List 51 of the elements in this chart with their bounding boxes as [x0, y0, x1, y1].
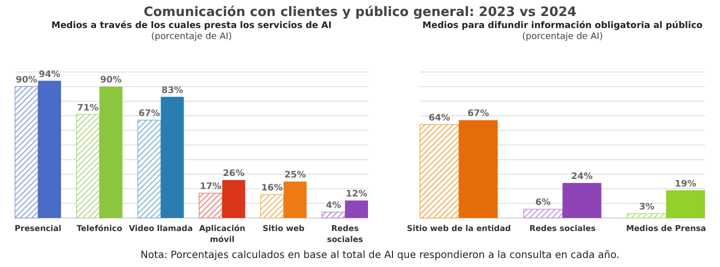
bar [626, 213, 667, 218]
data-label: 26% [222, 169, 244, 180]
bar [666, 190, 705, 218]
chart-subtitle: (porcentaje de AI) [151, 32, 232, 42]
bar [198, 192, 223, 218]
data-label: 19% [674, 179, 696, 190]
x-tick-label: Medios de Prensa [626, 224, 706, 233]
x-tick-label: Redes sociales [529, 224, 596, 233]
data-label: 83% [162, 86, 184, 96]
x-tick-label: Presencial [14, 224, 62, 233]
data-label: 25% [284, 170, 306, 180]
chart-subtitle: (porcentaje de AI) [522, 32, 603, 42]
bar [260, 194, 284, 218]
bar [99, 86, 122, 218]
data-label: 24% [571, 172, 593, 182]
x-tick-label: Redes sociales [326, 224, 364, 244]
bar [562, 182, 602, 218]
bar [284, 182, 307, 218]
x-tick-label: Video llamada [128, 224, 193, 233]
bar [344, 200, 368, 218]
x-tick-label: Sitio web de la entidad [406, 224, 512, 233]
data-label: 17% [200, 182, 222, 192]
bar [160, 96, 184, 218]
data-label: 64% [428, 114, 450, 124]
text: Nota: Porcentajes calculados en base al total de AI que respondieron a la consulta en cada año. [140, 250, 620, 261]
x-tick-label: Telefónico [76, 224, 123, 233]
bar [458, 120, 498, 218]
text: Comunicación con clientes y público general: 2023 vs 2024 [144, 5, 576, 20]
data-label: 67% [138, 109, 160, 120]
data-label: 94% [38, 70, 60, 80]
data-label: 3% [639, 202, 654, 213]
data-label: 4% [326, 201, 342, 212]
x-tick-label: Sitio web [262, 224, 305, 233]
data-label: 90% [16, 76, 38, 86]
data-label: 16% [261, 184, 283, 194]
bar [76, 114, 100, 218]
data-label: 71% [77, 103, 99, 114]
bar [38, 80, 62, 218]
bar [322, 212, 346, 218]
bar [14, 86, 38, 218]
data-label: 6% [535, 198, 551, 208]
bar [420, 124, 460, 218]
chart-title: Medios a través de los cuales presta los servicios de AI [51, 20, 332, 31]
bar [523, 208, 563, 218]
bar [137, 120, 162, 218]
x-tick-label: Aplicación móvil [199, 224, 246, 244]
data-label: 90% [100, 76, 122, 86]
data-label: 67% [468, 109, 490, 120]
data-label: 12% [346, 189, 368, 200]
bar [222, 180, 246, 218]
chart-title: Medios para difundir información obligatoria al público [422, 20, 703, 31]
